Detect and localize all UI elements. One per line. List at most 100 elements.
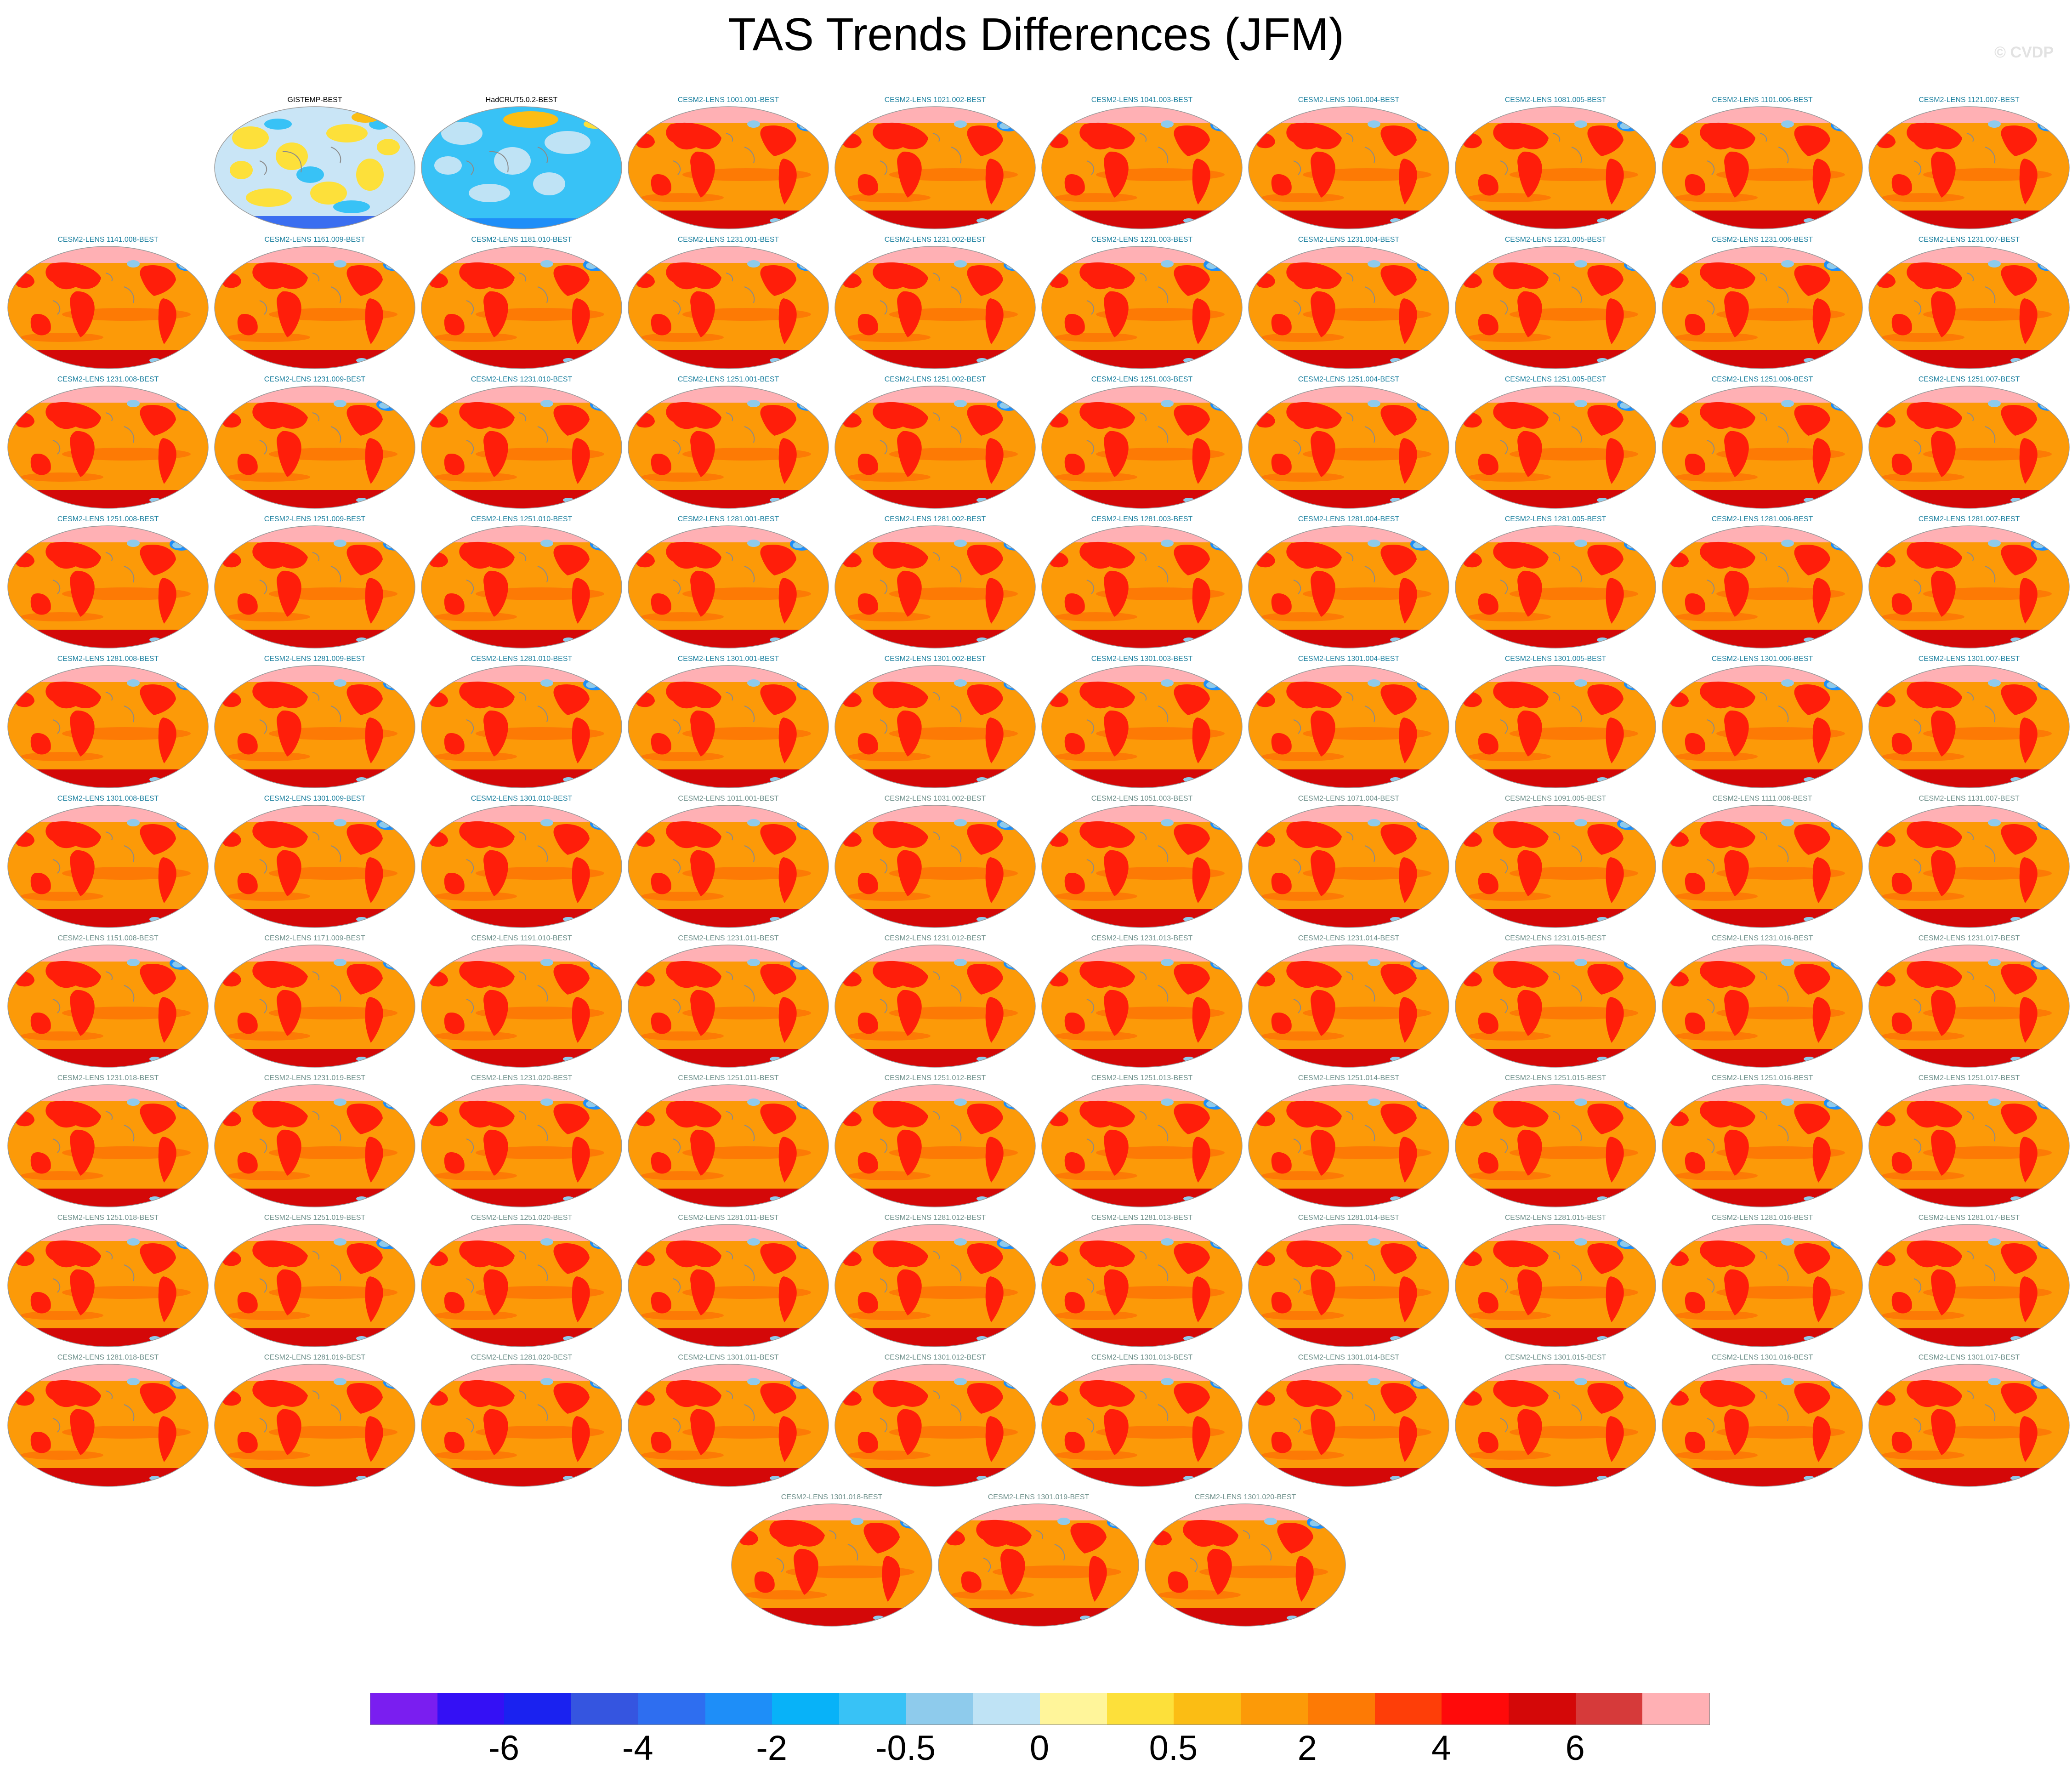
map-panel: CESM2-LENS 1281.001-BEST bbox=[627, 515, 829, 653]
panel-label: CESM2-LENS 1251.015-BEST bbox=[1504, 1074, 1607, 1082]
map-panel: CESM2-LENS 1301.008-BEST bbox=[7, 794, 209, 932]
figure-title: TAS Trends Differences (JFM) bbox=[727, 9, 1345, 60]
map-panel: CESM2-LENS 1281.006-BEST bbox=[1661, 515, 1863, 653]
map-panel: CESM2-LENS 1301.003-BEST bbox=[1041, 655, 1243, 792]
map-panel: CESM2-LENS 1281.013-BEST bbox=[1041, 1213, 1243, 1351]
map-panel: CESM2-LENS 1231.004-BEST bbox=[1248, 235, 1450, 373]
world-map bbox=[1455, 805, 1656, 928]
map-panel: CESM2-LENS 1251.016-BEST bbox=[1661, 1074, 1863, 1212]
world-map bbox=[1041, 1364, 1243, 1487]
map-panel: CESM2-LENS 1251.001-BEST bbox=[627, 375, 829, 513]
world-map bbox=[628, 1084, 829, 1207]
map-panel: CESM2-LENS 1231.010-BEST bbox=[420, 375, 623, 513]
map-panel: CESM2-LENS 1301.017-BEST bbox=[1868, 1353, 2070, 1491]
panel-label: CESM2-LENS 1301.020-BEST bbox=[1194, 1493, 1296, 1501]
panel-label: CESM2-LENS 1101.006-BEST bbox=[1712, 96, 1813, 104]
map-panel: CESM2-LENS 1281.002-BEST bbox=[834, 515, 1036, 653]
map-panel: CESM2-LENS 1281.003-BEST bbox=[1041, 515, 1243, 653]
map-panel: CESM2-LENS 1191.010-BEST bbox=[420, 934, 623, 1072]
world-map bbox=[1248, 1084, 1449, 1207]
panel-label: CESM2-LENS 1021.002-BEST bbox=[884, 96, 986, 104]
map-panel: CESM2-LENS 1061.004-BEST bbox=[1248, 96, 1450, 233]
panel-label: CESM2-LENS 1011.001-BEST bbox=[678, 795, 779, 802]
colorbar-segment bbox=[437, 1693, 505, 1724]
panel-label: CESM2-LENS 1231.004-BEST bbox=[1298, 236, 1400, 244]
world-map bbox=[7, 665, 209, 788]
map-panel: CESM2-LENS 1301.018-BEST bbox=[731, 1493, 933, 1631]
panel-label: CESM2-LENS 1301.005-BEST bbox=[1504, 655, 1607, 663]
map-panel: CESM2-LENS 1251.019-BEST bbox=[214, 1213, 416, 1351]
map-panel: CESM2-LENS 1251.013-BEST bbox=[1041, 1074, 1243, 1212]
panel-label: CESM2-LENS 1141.008-BEST bbox=[57, 236, 159, 244]
panel-label: CESM2-LENS 1301.006-BEST bbox=[1711, 655, 1813, 663]
panel-label: CESM2-LENS 1281.005-BEST bbox=[1504, 515, 1607, 523]
map-panel: CESM2-LENS 1301.016-BEST bbox=[1661, 1353, 1863, 1491]
map-panel: CESM2-LENS 1231.005-BEST bbox=[1454, 235, 1657, 373]
colorbar-labels: -6 -4 -2 -0.5 0 0.5 2 4 6 bbox=[370, 1728, 1709, 1770]
world-map bbox=[7, 525, 209, 649]
world-map bbox=[1248, 1364, 1449, 1487]
map-panel: CESM2-LENS 1301.006-BEST bbox=[1661, 655, 1863, 792]
panel-label: CESM2-LENS 1281.011-BEST bbox=[678, 1214, 779, 1222]
world-map bbox=[421, 1224, 622, 1347]
map-panel: CESM2-LENS 1301.019-BEST bbox=[937, 1493, 1140, 1631]
world-map bbox=[1455, 1364, 1656, 1487]
panel-label: CESM2-LENS 1231.009-BEST bbox=[264, 376, 366, 383]
map-panel: CESM2-LENS 1251.008-BEST bbox=[7, 515, 209, 653]
map-panel: CESM2-LENS 1011.001-BEST bbox=[627, 794, 829, 932]
colorbar-segment bbox=[370, 1693, 437, 1724]
panel-label: CESM2-LENS 1251.011-BEST bbox=[678, 1074, 779, 1082]
panel-label: CESM2-LENS 1231.016-BEST bbox=[1711, 934, 1813, 942]
panel-label: CESM2-LENS 1181.010-BEST bbox=[471, 236, 572, 244]
panel-label: CESM2-LENS 1251.006-BEST bbox=[1711, 376, 1813, 383]
map-panel: CESM2-LENS 1251.011-BEST bbox=[627, 1074, 829, 1212]
world-map bbox=[214, 525, 415, 649]
world-map bbox=[7, 386, 209, 509]
cvdp-credit: © CVDP bbox=[1994, 44, 2054, 61]
map-panel: HadCRUT5.0.2-BEST bbox=[420, 96, 623, 233]
map-panel: CESM2-LENS 1151.008-BEST bbox=[7, 934, 209, 1072]
world-map bbox=[421, 106, 622, 229]
panel-label: CESM2-LENS 1251.003-BEST bbox=[1091, 376, 1193, 383]
map-panel: CESM2-LENS 1301.002-BEST bbox=[834, 655, 1036, 792]
map-panel: CESM2-LENS 1231.018-BEST bbox=[7, 1074, 209, 1212]
map-panel: CESM2-LENS 1231.003-BEST bbox=[1041, 235, 1243, 373]
world-map bbox=[1455, 1084, 1656, 1207]
map-panel: CESM2-LENS 1301.009-BEST bbox=[214, 794, 416, 932]
panel-label: CESM2-LENS 1231.005-BEST bbox=[1504, 236, 1607, 244]
panel-label: CESM2-LENS 1231.017-BEST bbox=[1918, 934, 2020, 942]
colorbar-tick-label: 0 bbox=[1029, 1729, 1050, 1768]
world-map bbox=[1041, 525, 1243, 649]
world-map bbox=[1868, 525, 2070, 649]
map-panel: CESM2-LENS 1281.014-BEST bbox=[1248, 1213, 1450, 1351]
world-map bbox=[628, 805, 829, 928]
panel-label: CESM2-LENS 1301.013-BEST bbox=[1091, 1354, 1193, 1361]
map-panel: CESM2-LENS 1281.020-BEST bbox=[420, 1353, 623, 1491]
map-panel: CESM2-LENS 1251.004-BEST bbox=[1248, 375, 1450, 513]
world-map bbox=[628, 246, 829, 369]
panel-label: CESM2-LENS 1061.004-BEST bbox=[1298, 96, 1400, 104]
world-map bbox=[1041, 386, 1243, 509]
world-map bbox=[214, 1224, 415, 1347]
map-panel: CESM2-LENS 1031.002-BEST bbox=[834, 794, 1036, 932]
world-map bbox=[7, 246, 209, 369]
map-panel: CESM2-LENS 1251.005-BEST bbox=[1454, 375, 1657, 513]
colorbar-segment bbox=[772, 1693, 839, 1724]
map-panel: GISTEMP-BEST bbox=[214, 96, 416, 233]
world-map bbox=[628, 665, 829, 788]
map-panel: CESM2-LENS 1281.009-BEST bbox=[214, 655, 416, 792]
world-map bbox=[834, 1364, 1036, 1487]
map-panel: CESM2-LENS 1301.011-BEST bbox=[627, 1353, 829, 1491]
world-map bbox=[1041, 1084, 1243, 1207]
panel-label: CESM2-LENS 1031.002-BEST bbox=[884, 795, 986, 802]
colorbar-tick-label: -4 bbox=[622, 1729, 653, 1768]
panel-label: CESM2-LENS 1231.019-BEST bbox=[264, 1074, 366, 1082]
panel-label: CESM2-LENS 1071.004-BEST bbox=[1298, 795, 1400, 802]
colorbar-segment bbox=[1241, 1693, 1308, 1724]
map-panel: CESM2-LENS 1301.005-BEST bbox=[1454, 655, 1657, 792]
map-panel: CESM2-LENS 1231.019-BEST bbox=[214, 1074, 416, 1212]
panel-label: CESM2-LENS 1251.004-BEST bbox=[1298, 376, 1400, 383]
world-map bbox=[1868, 106, 2070, 229]
map-panel: CESM2-LENS 1141.008-BEST bbox=[7, 235, 209, 373]
panel-label: CESM2-LENS 1231.002-BEST bbox=[884, 236, 986, 244]
